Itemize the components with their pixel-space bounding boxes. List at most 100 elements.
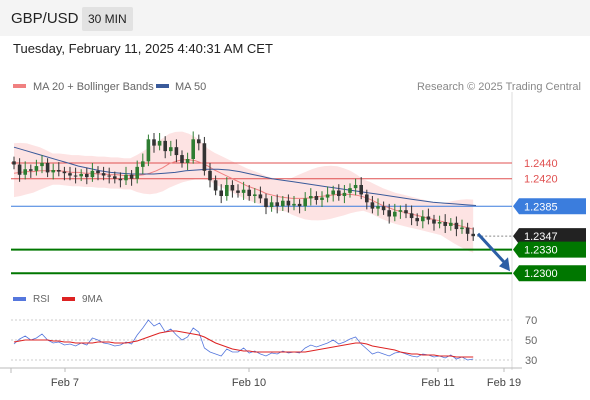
candle-body <box>393 211 397 217</box>
candle-body <box>264 198 268 208</box>
candle-body <box>404 210 408 214</box>
candle-body <box>247 189 251 197</box>
candle-body <box>426 216 431 220</box>
candle-body <box>180 155 184 163</box>
candle-body <box>398 210 403 212</box>
candle-body <box>241 189 246 193</box>
candle-body <box>353 184 358 189</box>
candle-body <box>62 171 67 174</box>
rsi-tick-30: 30 <box>525 355 537 367</box>
candle-body <box>12 161 16 165</box>
ma50-line <box>13 146 477 206</box>
candle-body <box>454 222 459 230</box>
candle-body <box>292 203 296 206</box>
candle-body <box>57 170 61 172</box>
candle-body <box>331 190 335 195</box>
level-label-1.2330: 1.2330 <box>524 245 558 257</box>
legend-swatch-9ma <box>62 297 75 301</box>
time-label-feb-19: Feb 19 <box>487 377 521 389</box>
candle-body <box>197 139 201 144</box>
candle-body <box>269 202 274 208</box>
time-label-feb-10: Feb 10 <box>232 377 266 389</box>
legend-swatch-rsi <box>13 297 26 301</box>
time-label-feb-7: Feb 7 <box>51 377 79 389</box>
candle-body <box>135 166 139 179</box>
forecast-arrow-head <box>499 257 510 272</box>
candle-body <box>432 219 436 224</box>
candle-body <box>258 194 263 199</box>
candle-body <box>152 139 156 146</box>
candle-body <box>90 170 95 178</box>
chart-header: GBP/USD 30 MIN <box>0 0 590 36</box>
rsi-ma-line <box>13 330 474 358</box>
candle-body <box>437 222 442 224</box>
candle-body <box>297 203 302 207</box>
candle-body <box>40 162 44 167</box>
credit-label: Research © 2025 Trading Central <box>417 81 581 93</box>
time-axis: Feb 7 Feb 10 Feb 11 Feb 19 <box>10 368 521 389</box>
candle-body <box>79 173 83 177</box>
candle-body <box>213 180 218 191</box>
candle-body <box>281 200 285 207</box>
candle-body <box>465 227 470 234</box>
candle-body <box>303 198 307 207</box>
candle-body <box>141 161 145 167</box>
rsi-line <box>13 319 474 361</box>
legend-swatch-ma50 <box>156 84 169 88</box>
candle-body <box>443 222 447 226</box>
level-label-1.2440: 1.2440 <box>524 158 558 170</box>
candle-body <box>118 178 123 181</box>
rsi-panel: RSI 9MA 70 50 30 <box>11 294 537 367</box>
candlesticks <box>12 131 475 241</box>
candle-body <box>253 194 257 197</box>
legend-label-rsi: RSI <box>33 294 50 305</box>
chart-frame <box>0 92 522 370</box>
candle-body <box>34 166 39 171</box>
candle-body <box>208 170 212 181</box>
candle-body <box>51 170 55 173</box>
time-label-feb-11: Feb 11 <box>421 377 454 389</box>
price-legend: MA 20 + Bollinger Bands MA 50 Research © 2… <box>13 81 581 93</box>
candle-body <box>113 176 117 179</box>
level-tag-1.2300 <box>513 265 586 282</box>
candle-body <box>73 175 78 177</box>
candle-body <box>124 174 128 181</box>
candle-body <box>314 196 319 200</box>
candle-body <box>370 202 375 209</box>
candle-body <box>387 210 391 217</box>
candle-body <box>359 184 363 195</box>
candle-body <box>471 233 475 237</box>
legend-swatch-ma20 <box>13 84 26 88</box>
candle-body <box>365 194 369 203</box>
price-levels <box>11 162 512 275</box>
candle-body <box>185 159 190 163</box>
candle-body <box>23 169 27 175</box>
forecast-arrow <box>476 232 510 272</box>
candle-body <box>29 169 33 171</box>
candle-body <box>146 139 151 162</box>
candle-body <box>101 173 106 176</box>
candle-body <box>174 147 179 156</box>
timestamp: Tuesday, February 11, 2025 4:40:31 AM CE… <box>13 41 273 56</box>
candle-body <box>107 175 111 177</box>
candle-body <box>421 216 425 222</box>
interval-button[interactable]: 30 MIN <box>82 7 133 31</box>
legend-label-ma50: MA 50 <box>175 81 206 93</box>
rsi-tick-70: 70 <box>525 315 537 327</box>
candle-body <box>157 140 162 146</box>
candle-body <box>169 147 173 152</box>
candle-body <box>409 213 414 219</box>
candle-body <box>449 222 453 226</box>
candle-body <box>129 174 134 179</box>
level-tag-1.2385 <box>513 198 586 215</box>
level-label-1.2347: 1.2347 <box>524 231 558 243</box>
candle-body <box>325 194 330 198</box>
level-label-1.2420: 1.2420 <box>524 174 558 186</box>
candle-body <box>376 206 380 209</box>
candle-body <box>309 196 313 199</box>
candle-body <box>320 197 324 200</box>
level-tag-1.2330 <box>513 241 586 258</box>
candle-body <box>381 206 386 211</box>
level-label-1.2385: 1.2385 <box>524 201 558 213</box>
